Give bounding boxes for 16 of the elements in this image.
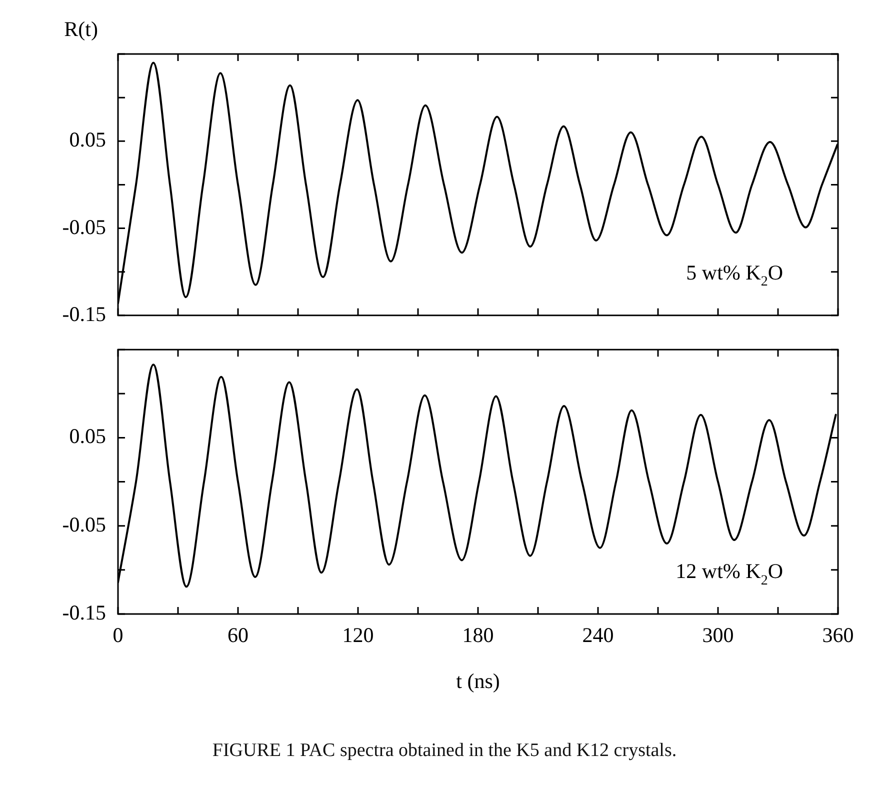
y-tick-label: -0.05 (62, 512, 106, 536)
y-tick-label: 0.05 (69, 128, 106, 152)
y-tick-label: -0.15 (62, 302, 106, 326)
y-tick-label: -0.15 (62, 600, 106, 625)
y-tick-label: -0.05 (62, 214, 106, 239)
y-tick-label: 0.05 (69, 424, 106, 448)
x-tick-label: 0 (112, 623, 124, 648)
x-axis-title: t (ns) (456, 668, 500, 693)
x-tick-label: 180 (462, 623, 494, 648)
x-tick-label: 360 (822, 623, 854, 648)
x-tick-label: 120 (342, 623, 374, 648)
y-axis-title: R(t) (64, 17, 98, 41)
x-tick-label: 300 (702, 623, 734, 648)
x-tick-label: 60 (228, 623, 248, 648)
x-tick-label: 240 (582, 623, 614, 648)
caption: FIGURE 1 PAC spectra obtained in the K5 and K12 crystals. (211, 740, 678, 762)
